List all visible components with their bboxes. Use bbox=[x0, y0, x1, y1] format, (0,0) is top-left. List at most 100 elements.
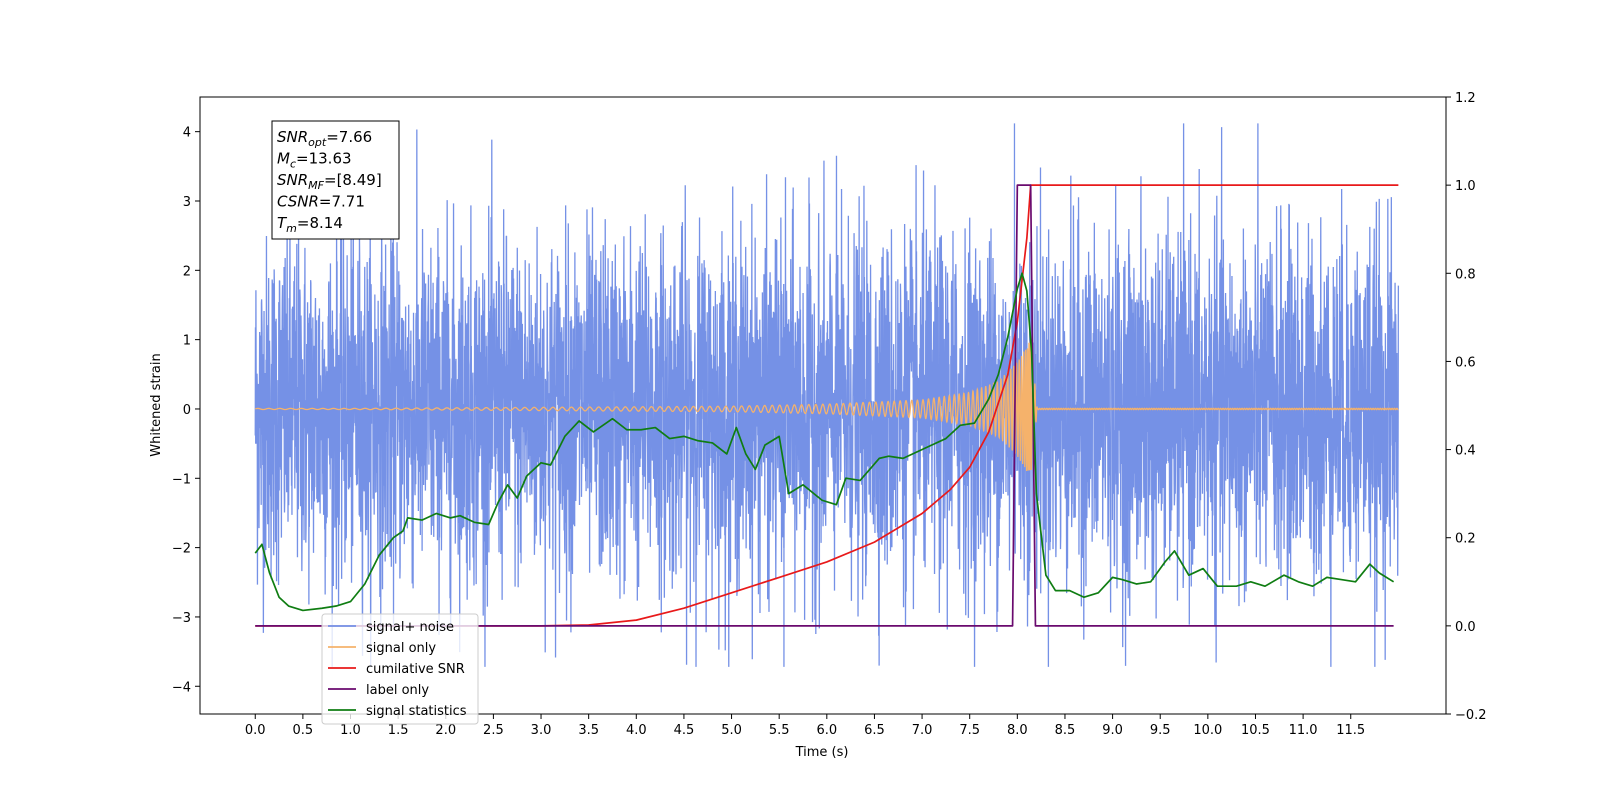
x-tick-label: 5.5 bbox=[769, 723, 790, 738]
y-left-tick: −1 bbox=[172, 472, 200, 487]
y-axis-right-ticks: −0.2 0.0 0.2 0.4 0.6 0.8 1.0 1.2 bbox=[1446, 91, 1487, 723]
x-tick: 0.5 bbox=[293, 714, 314, 738]
y-right-tick-label: −0.2 bbox=[1455, 708, 1487, 723]
y-left-tick-label: 3 bbox=[183, 195, 191, 210]
y-right-tick-label: 1.0 bbox=[1455, 179, 1476, 194]
y-left-tick: 3 bbox=[183, 195, 200, 210]
x-tick-label: 4.0 bbox=[626, 723, 647, 738]
legend-label: signal+ noise bbox=[366, 620, 454, 635]
x-tick-label: 11.5 bbox=[1336, 723, 1365, 738]
x-tick: 11.5 bbox=[1336, 714, 1365, 738]
x-tick: 7.0 bbox=[912, 714, 933, 738]
annotation-line: SNRMF=[8.49] bbox=[277, 171, 382, 192]
plot-area bbox=[254, 123, 1400, 667]
x-tick: 3.0 bbox=[531, 714, 552, 738]
y-right-tick: 0.2 bbox=[1446, 532, 1476, 547]
x-axis-label: Time (s) bbox=[795, 745, 849, 760]
x-tick-label: 0.5 bbox=[293, 723, 314, 738]
y-right-tick: 0.6 bbox=[1446, 355, 1476, 370]
legend-entry: signal only bbox=[328, 641, 436, 656]
series-signal-statistics bbox=[254, 272, 1395, 612]
x-tick-label: 3.5 bbox=[578, 723, 599, 738]
x-axis-ticks: 0.0 0.5 1.0 1.5 2.0 2.5 3.0 3.5 4.0 4.5 5.0 5.5 6.0 6… bbox=[245, 714, 1365, 738]
series-cumilative-snr bbox=[255, 184, 1399, 627]
annotation-line: Mc=13.63 bbox=[277, 150, 352, 171]
y-left-tick-label: 0 bbox=[183, 403, 191, 418]
x-tick-label: 6.5 bbox=[864, 723, 885, 738]
legend-label: cumilative SNR bbox=[366, 662, 465, 677]
y-right-tick: 1.0 bbox=[1446, 179, 1476, 194]
y-left-tick: −2 bbox=[172, 542, 200, 557]
y-left-tick-label: −4 bbox=[172, 680, 191, 695]
x-tick-label: 6.0 bbox=[816, 723, 837, 738]
x-tick-label: 2.0 bbox=[435, 723, 456, 738]
y-right-tick: 0.0 bbox=[1446, 620, 1476, 635]
legend-label: label only bbox=[366, 683, 429, 698]
x-tick: 6.5 bbox=[864, 714, 885, 738]
x-tick: 6.0 bbox=[816, 714, 837, 738]
y-left-tick: −3 bbox=[172, 611, 200, 626]
x-tick: 5.5 bbox=[769, 714, 790, 738]
legend-entry: signal statistics bbox=[328, 704, 467, 719]
y-right-tick-label: 0.8 bbox=[1455, 267, 1476, 282]
x-tick-label: 7.0 bbox=[912, 723, 933, 738]
y-left-tick-label: 4 bbox=[183, 126, 191, 141]
y-left-tick-label: 2 bbox=[183, 264, 191, 279]
legend-label: signal only bbox=[366, 641, 436, 656]
x-tick-label: 0.0 bbox=[245, 723, 266, 738]
y-left-tick-label: 1 bbox=[183, 334, 191, 349]
x-tick-label: 3.0 bbox=[531, 723, 552, 738]
legend: signal+ noise signal only cumilative SNR la… bbox=[321, 613, 479, 725]
y-right-tick-label: 1.2 bbox=[1455, 91, 1476, 106]
x-tick-label: 2.5 bbox=[483, 723, 504, 738]
annotation-line: SNRopt=7.66 bbox=[277, 128, 372, 149]
y-left-tick-label: −1 bbox=[172, 472, 191, 487]
axes-frame bbox=[199, 96, 1447, 715]
x-tick: 7.5 bbox=[959, 714, 980, 738]
y-left-tick: 1 bbox=[183, 334, 200, 349]
legend-entry: label only bbox=[328, 683, 429, 698]
x-tick: 4.5 bbox=[674, 714, 695, 738]
y-right-tick-label: 0.6 bbox=[1455, 355, 1476, 370]
x-tick: 5.0 bbox=[721, 714, 742, 738]
y-left-tick: −4 bbox=[172, 680, 200, 695]
y-left-tick-label: −2 bbox=[172, 542, 191, 557]
x-tick-label: 10.0 bbox=[1193, 723, 1222, 738]
x-tick: 8.0 bbox=[1007, 714, 1028, 738]
x-tick: 2.5 bbox=[483, 714, 504, 738]
x-tick-label: 1.5 bbox=[388, 723, 409, 738]
y-right-tick-label: 0.2 bbox=[1455, 532, 1476, 547]
annotation-line: CSNR=7.71 bbox=[277, 193, 365, 211]
y-right-tick: 0.8 bbox=[1446, 267, 1476, 282]
series-label-only bbox=[255, 184, 1394, 627]
x-tick-label: 11.0 bbox=[1289, 723, 1318, 738]
y-right-tick-label: 0.4 bbox=[1455, 444, 1476, 459]
x-tick: 11.0 bbox=[1289, 714, 1318, 738]
x-tick: 9.5 bbox=[1150, 714, 1171, 738]
x-tick-label: 5.0 bbox=[721, 723, 742, 738]
legend-entry: signal+ noise bbox=[328, 620, 454, 635]
series-signal-plus-noise bbox=[254, 123, 1400, 667]
metrics-annotation-box: SNRopt=7.66Mc=13.63SNRMF=[8.49]CSNR=7.71… bbox=[271, 120, 400, 240]
y-left-tick: 0 bbox=[183, 403, 200, 418]
x-tick-label: 9.0 bbox=[1102, 723, 1123, 738]
x-tick-label: 4.5 bbox=[674, 723, 695, 738]
y-right-tick-label: 0.0 bbox=[1455, 620, 1476, 635]
y-left-tick: 2 bbox=[183, 264, 200, 279]
y-right-tick: 0.4 bbox=[1446, 444, 1476, 459]
x-tick: 9.0 bbox=[1102, 714, 1123, 738]
series-signal-only bbox=[255, 340, 1399, 472]
x-tick: 0.0 bbox=[245, 714, 266, 738]
legend-entry: cumilative SNR bbox=[328, 662, 465, 677]
x-tick-label: 1.0 bbox=[340, 723, 361, 738]
y-left-tick: 4 bbox=[183, 126, 200, 141]
y-axis-label: Whitened strain bbox=[149, 353, 164, 456]
series-signal-plus-noise-peaks bbox=[783, 123, 1016, 667]
x-tick: 10.5 bbox=[1241, 714, 1270, 738]
x-tick-label: 10.5 bbox=[1241, 723, 1270, 738]
y-left-tick-label: −3 bbox=[172, 611, 191, 626]
legend-label: signal statistics bbox=[366, 704, 467, 719]
x-tick-label: 9.5 bbox=[1150, 723, 1171, 738]
x-tick-label: 8.5 bbox=[1055, 723, 1076, 738]
